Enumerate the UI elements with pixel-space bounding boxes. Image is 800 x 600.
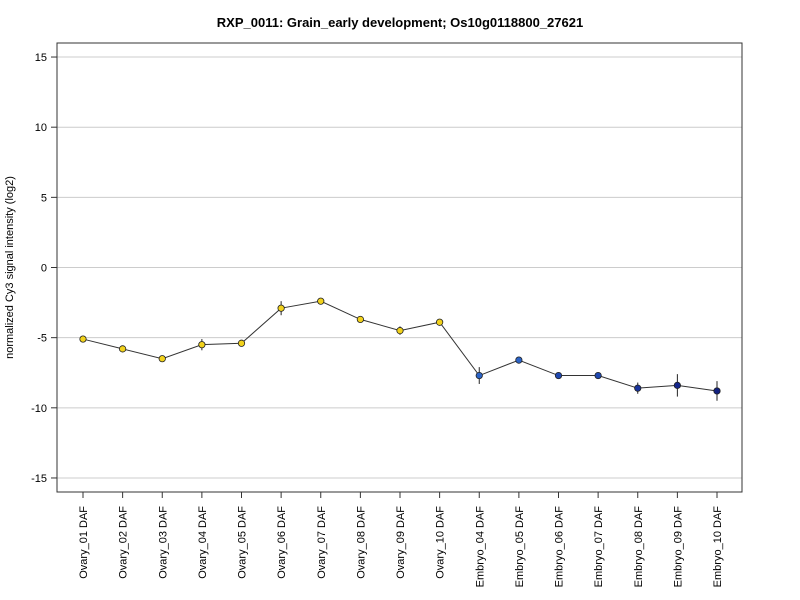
series-path [82, 300, 718, 392]
y-tick-label: 5 [41, 192, 47, 204]
x-tick-label: Ovary_10 DAF [435, 506, 447, 579]
x-tick-label: Ovary_07 DAF [316, 506, 328, 579]
x-tick-label: Embryo_06 DAF [554, 506, 566, 588]
y-tick-label: 0 [41, 263, 47, 275]
x-tick-label: Embryo_07 DAF [593, 506, 605, 588]
x-tick-label: Ovary_05 DAF [237, 506, 249, 579]
data-point [673, 381, 681, 389]
x-axis: Ovary_01 DAF Ovary_02 DAF Ovary_03 DAF Ovar… [78, 492, 724, 587]
y-tick-label: -5 [37, 333, 47, 345]
x-tick-label: Ovary_02 DAF [118, 506, 130, 579]
data-point [515, 356, 523, 364]
data-point [119, 345, 127, 353]
x-tick-label: Ovary_06 DAF [276, 506, 288, 579]
data-point [436, 318, 444, 326]
data-point [713, 387, 721, 395]
data-point [634, 384, 642, 392]
data-point [317, 297, 325, 305]
x-tick-label: Ovary_09 DAF [395, 506, 407, 579]
data-point [237, 339, 246, 347]
y-tick-label: -15 [31, 473, 47, 485]
x-tick-label: Embryo_05 DAF [514, 506, 526, 588]
data-point [554, 371, 563, 380]
y-axis-label: normalized Cy3 signal intensity (log2) [4, 176, 16, 359]
y-tick-label: -10 [31, 403, 47, 415]
data-point [277, 304, 285, 312]
data-point [356, 315, 364, 324]
chart-title: RXP_0011: Grain_early development; Os10g… [217, 15, 583, 30]
x-tick-label: Ovary_03 DAF [157, 506, 169, 579]
data-point [158, 355, 166, 363]
x-tick-label: Embryo_08 DAF [633, 506, 645, 588]
data-point [198, 341, 206, 349]
x-tick-label: Embryo_04 DAF [474, 506, 486, 588]
data-point [79, 335, 87, 343]
x-tick-label: Ovary_04 DAF [197, 506, 209, 579]
x-tick-label: Ovary_01 DAF [78, 506, 90, 579]
gridlines [57, 56, 742, 479]
data-point [475, 371, 483, 380]
data-point [396, 327, 404, 335]
y-tick-label: 15 [35, 52, 47, 64]
x-tick-label: Ovary_08 DAF [355, 506, 367, 579]
x-tick-label: Embryo_09 DAF [672, 506, 684, 588]
data-point [594, 371, 602, 380]
series-line [79, 297, 721, 401]
y-axis: -15 -10 -5 0 5 10 15 [31, 52, 57, 485]
y-tick-label: 10 [35, 122, 47, 134]
x-tick-label: Embryo_10 DAF [712, 506, 724, 588]
